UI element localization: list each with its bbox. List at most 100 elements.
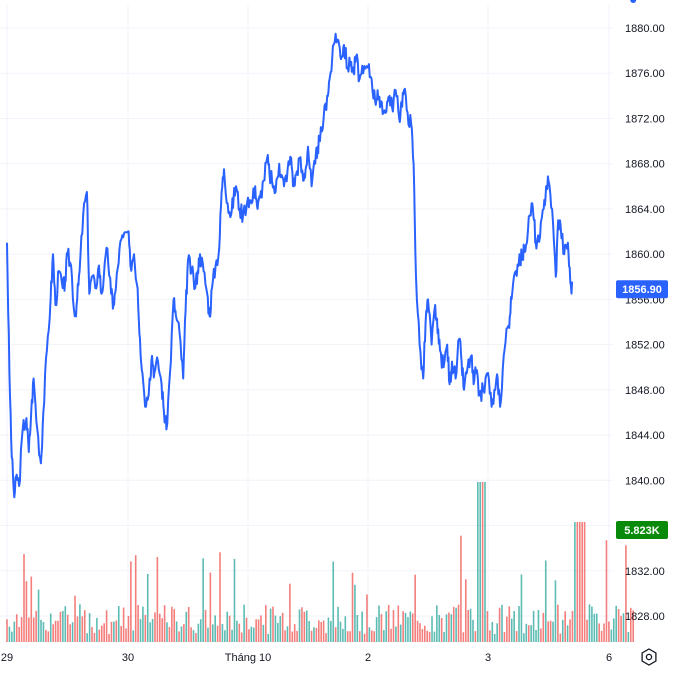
volume-bar [301,607,303,642]
y-tick-label: 1852.00 [625,340,665,352]
volume-bar [501,604,503,642]
y-tick-label: 1876.00 [625,68,665,80]
volume-bar [370,630,373,642]
volume-bar [86,633,88,642]
volume-bar [491,622,494,642]
volume-bar [399,624,402,642]
volume-bar [30,576,33,642]
volume-bar [373,631,376,642]
volume-bar [284,630,286,642]
volume-bar [185,611,188,642]
volume-bar [569,619,571,642]
volume-bar [248,629,250,642]
settings-gear-icon[interactable] [638,646,660,668]
volume-bar [605,540,608,642]
x-tick-label: 3 [485,652,491,664]
volume-bar [245,617,248,642]
volume-bar [183,624,185,642]
volume-bar [313,627,315,642]
volume-bar [515,631,518,642]
volume-bar [542,612,545,642]
volume-bar [436,605,438,642]
x-tick-label: 6 [606,652,612,664]
volume-bar [122,607,125,642]
volume-bar [325,633,327,642]
volume-bar [337,606,339,642]
volume-bar [506,616,508,642]
volume-bar [530,625,532,642]
x-tick-label: 2 [365,652,371,664]
volume-bar [354,584,356,642]
volume-bar [387,604,390,642]
volume-bar [349,631,351,642]
volume-bar [404,612,407,642]
volume-bar [385,611,388,642]
volume-bar [629,607,632,642]
volume-bar [615,605,617,642]
volume-bar [419,623,421,642]
volume-bar [481,482,484,642]
volume-bar [600,630,603,642]
volume-bar [204,609,207,642]
volume-bar [627,631,630,642]
volume-bar [243,604,245,642]
volume-bar [32,617,35,642]
volume-bar [25,581,28,642]
volume-bar [91,627,93,642]
volume-bar [240,632,243,642]
volume-bar [59,611,62,642]
volume-bar [540,628,542,642]
volume-bar [149,622,151,642]
volume-bar [130,561,132,642]
volume-bar [327,617,330,642]
volume-bar [260,615,262,642]
volume-bar [8,626,11,642]
volume-bar [566,625,569,642]
volume-bar [622,613,625,642]
x-tick-label: 29 [1,652,13,664]
volume-bar [146,573,149,642]
volume-bar [612,618,615,642]
volume-bar [250,626,253,642]
volume-bar [498,607,501,642]
volume-bar [255,619,257,642]
volume-bar [632,610,634,642]
volume-bar [125,628,127,642]
volume-bar [617,609,620,642]
volume-bar [586,619,588,642]
volume-bar [332,561,335,642]
volume-bar [462,632,465,642]
volume-bar [467,610,469,642]
volume-bar [293,624,296,642]
volume-bar [339,621,342,642]
volume-bar [190,627,192,642]
volume-bar [37,589,40,642]
volume-bar [554,580,557,642]
volume-bar [474,631,477,642]
volume-bar [595,613,598,642]
y-tick-label: 1840.00 [625,475,665,487]
volume-bar [178,631,180,642]
volume-bar [216,625,219,642]
volume-bar [197,623,200,642]
volume-bar [180,626,183,642]
volume-bar [173,609,176,642]
volume-bar [74,595,76,642]
volume-bar [110,621,113,642]
volume-bar [57,620,59,642]
volume-bar [460,535,462,642]
volume-badge-label: 5.823K [624,525,660,537]
volume-bar [508,606,511,642]
volume-bar [581,522,583,642]
volume-bar [547,621,549,642]
volume-bar [378,605,380,642]
volume-bar [334,627,337,642]
volume-bar [132,630,135,642]
volume-bar [18,626,20,642]
volume-bar [267,633,270,642]
volume-bar [308,621,310,642]
volume-bar [322,620,325,642]
volume-bar [115,620,118,642]
volume-bar [262,624,265,642]
